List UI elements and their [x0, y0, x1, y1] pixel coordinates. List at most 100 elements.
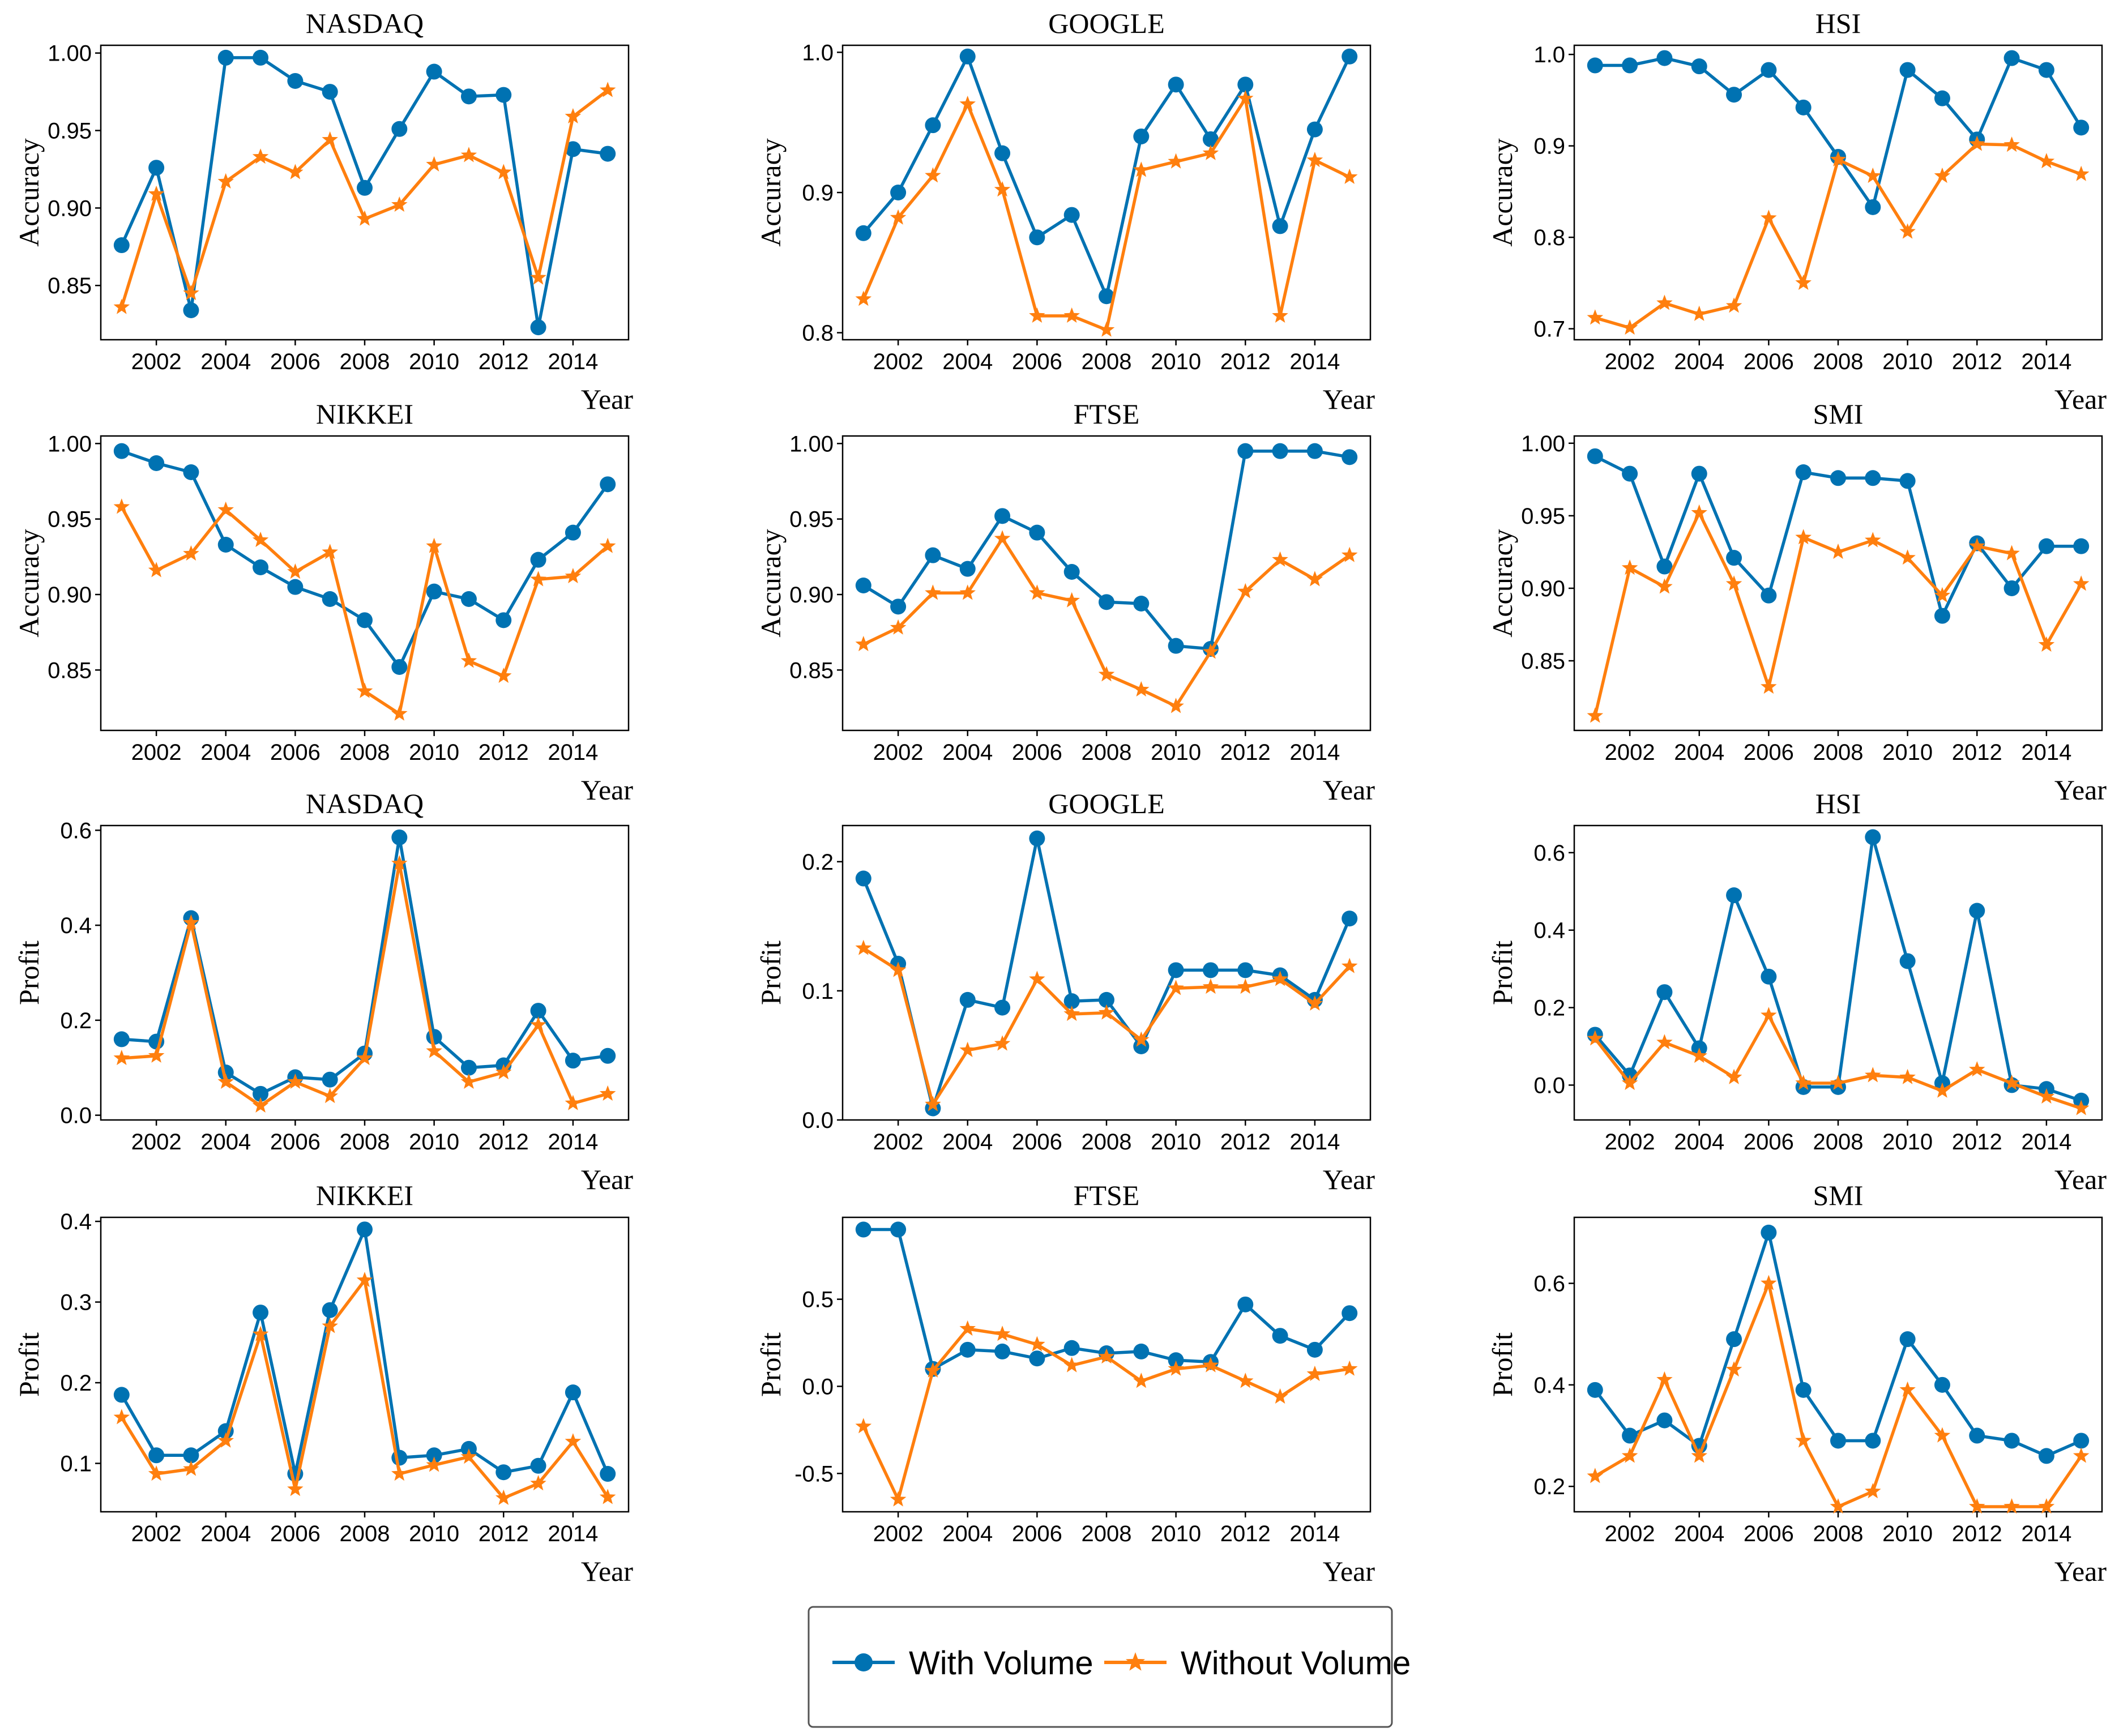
- point-with-volume: [1726, 1331, 1742, 1348]
- y-tick-label: 0.0: [60, 1104, 92, 1128]
- point-with-volume: [183, 1447, 199, 1464]
- point-with-volume: [391, 1449, 408, 1466]
- x-tick-label: 2010: [409, 1521, 459, 1546]
- chart-title: NIKKEI: [316, 398, 413, 430]
- point-without-volume: [460, 652, 477, 668]
- point-without-volume: [356, 210, 373, 226]
- x-tick-label: 2002: [1605, 1521, 1655, 1546]
- point-without-volume: [1621, 559, 1638, 575]
- point-with-volume: [1342, 1305, 1358, 1322]
- point-with-volume: [495, 1464, 512, 1481]
- point-without-volume: [1934, 587, 1951, 602]
- point-without-volume: [1168, 1360, 1184, 1376]
- y-tick-label: 0.85: [1521, 649, 1565, 674]
- point-without-volume: [1830, 1075, 1847, 1091]
- y-tick-label: 0.90: [789, 583, 834, 608]
- y-axis-label: Profit: [755, 940, 787, 1005]
- point-without-volume: [1621, 1075, 1638, 1091]
- point-with-volume: [1029, 524, 1045, 541]
- x-tick-label: 2008: [340, 740, 390, 765]
- y-axis-label: Profit: [1486, 1332, 1518, 1397]
- point-with-volume: [1622, 465, 1638, 482]
- panel-11: 0.2 0.4 0.6 2002 2004 2006 2008 2010 2012 2014 SMI…: [1486, 1179, 2107, 1587]
- x-tick-label: 2004: [200, 1521, 251, 1546]
- point-with-volume: [1726, 887, 1742, 904]
- point-without-volume: [1168, 698, 1184, 713]
- point-without-volume: [1133, 1372, 1150, 1388]
- point-without-volume: [1761, 1007, 1777, 1023]
- point-with-volume: [530, 1003, 546, 1019]
- point-with-volume: [530, 319, 546, 336]
- x-tick-label: 2004: [1674, 349, 1724, 374]
- point-with-volume: [1133, 1038, 1150, 1054]
- point-with-volume: [1795, 1382, 1812, 1398]
- plot-frame: [1573, 1216, 2103, 1513]
- x-tick-label: 2010: [409, 740, 459, 765]
- x-tick-label: 2014: [548, 1521, 598, 1546]
- y-tick-label: 0.90: [48, 583, 92, 608]
- x-tick-label: 2008: [1813, 349, 1864, 374]
- point-with-volume: [1168, 76, 1184, 93]
- point-without-volume: [148, 1465, 165, 1481]
- point-without-volume: [1063, 1006, 1080, 1021]
- point-without-volume: [1029, 307, 1045, 323]
- y-tick-label: 0.2: [60, 1008, 92, 1033]
- point-without-volume: [1133, 1031, 1150, 1047]
- point-with-volume: [391, 659, 408, 675]
- point-without-volume: [287, 563, 304, 579]
- x-axis-label: Year: [1323, 1164, 1375, 1195]
- point-with-volume: [287, 72, 304, 89]
- point-without-volume: [1341, 957, 1358, 973]
- x-axis-label: Year: [2054, 1555, 2107, 1587]
- y-tick-label: 0.6: [1533, 841, 1565, 866]
- panel-2: 0.7 0.8 0.9 1.0 2002 2004 2006 2008 2010 2012 2014…: [1486, 7, 2107, 415]
- point-without-volume: [1272, 307, 1288, 323]
- point-without-volume: [1761, 209, 1777, 225]
- y-tick-label: 1.0: [1533, 42, 1565, 67]
- point-with-volume: [426, 583, 442, 600]
- point-without-volume: [1725, 1068, 1742, 1084]
- point-with-volume: [1587, 448, 1603, 464]
- point-without-volume: [530, 1016, 546, 1032]
- x-tick-label: 2008: [1082, 349, 1132, 374]
- x-tick-label: 2010: [1882, 349, 1933, 374]
- x-tick-label: 2006: [1012, 349, 1062, 374]
- point-with-volume: [565, 1384, 581, 1401]
- y-axis-label: Profit: [13, 1332, 45, 1397]
- point-with-volume: [1063, 564, 1080, 580]
- x-tick-label: 2008: [340, 1130, 390, 1155]
- point-without-volume: [1202, 643, 1219, 659]
- plot-frame: [841, 435, 1372, 732]
- point-without-volume: [1656, 1371, 1673, 1387]
- point-without-volume: [2073, 165, 2090, 181]
- x-tick-label: 2008: [1813, 740, 1864, 765]
- y-tick-label: 0.2: [60, 1371, 92, 1396]
- point-with-volume: [1029, 830, 1045, 846]
- point-without-volume: [994, 181, 1011, 197]
- point-with-volume: [1342, 449, 1358, 465]
- point-with-volume: [1168, 962, 1184, 978]
- point-with-volume: [322, 84, 338, 100]
- x-tick-label: 2004: [200, 349, 251, 374]
- panel-5: 0.85 0.90 0.95 1.00 2002 2004 2006 2008 2010 2012…: [1486, 398, 2107, 806]
- y-axis-label: Accuracy: [755, 138, 787, 247]
- x-tick-label: 2014: [1289, 1521, 1340, 1546]
- point-without-volume: [1341, 1360, 1358, 1376]
- point-with-volume: [183, 302, 199, 318]
- point-with-volume: [2073, 1433, 2090, 1449]
- point-without-volume: [2038, 153, 2055, 169]
- panel-0: 0.85 0.90 0.95 1.00 2002 2004 2006 2008 2010 2012…: [13, 7, 633, 415]
- chart-title: GOOGLE: [1048, 788, 1165, 819]
- point-with-volume: [357, 612, 373, 628]
- point-with-volume: [600, 146, 616, 162]
- point-with-volume: [1691, 58, 1707, 75]
- x-tick-label: 2012: [479, 740, 529, 765]
- y-axis-label: Accuracy: [1486, 529, 1518, 638]
- x-tick-label: 2002: [1605, 740, 1655, 765]
- legend-box: [808, 1606, 1393, 1728]
- y-tick-label: 0.4: [1533, 918, 1565, 943]
- x-tick-label: 2008: [1082, 1521, 1132, 1546]
- x-tick-label: 2006: [1744, 1130, 1794, 1155]
- x-tick-label: 2006: [270, 349, 321, 374]
- point-with-volume: [1934, 90, 1950, 106]
